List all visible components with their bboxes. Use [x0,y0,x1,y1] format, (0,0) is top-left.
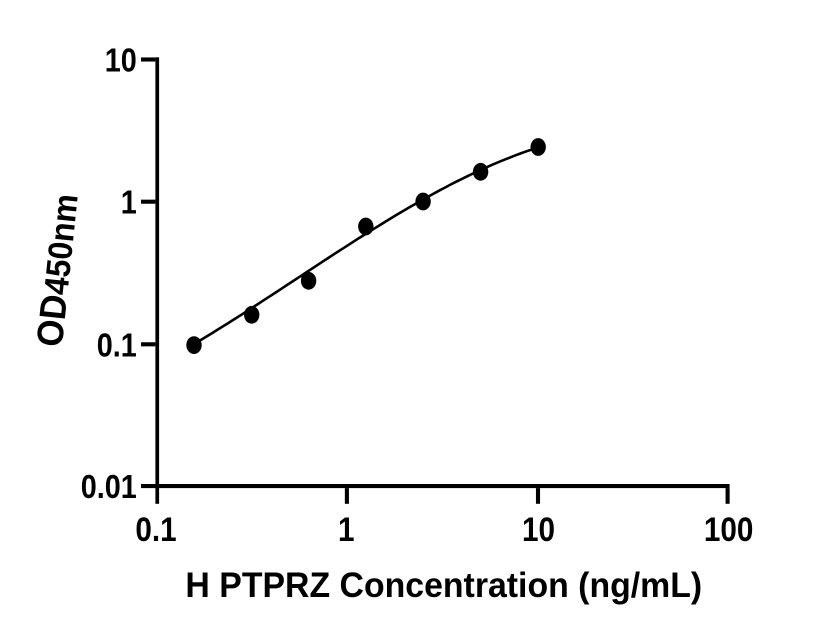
svg-text:H PTPRZ Concentration (ng/mL): H PTPRZ Concentration (ng/mL) [185,566,702,605]
svg-text:10: 10 [522,510,555,549]
svg-text:100: 100 [704,510,753,549]
svg-text:0.01: 0.01 [81,468,137,506]
svg-text:OD450nm: OD450nm [29,192,86,349]
svg-text:0.1: 0.1 [97,326,137,364]
svg-text:1: 1 [121,184,137,222]
svg-text:1: 1 [338,510,354,549]
svg-text:0.1: 0.1 [135,510,176,549]
svg-text:10: 10 [105,41,137,79]
